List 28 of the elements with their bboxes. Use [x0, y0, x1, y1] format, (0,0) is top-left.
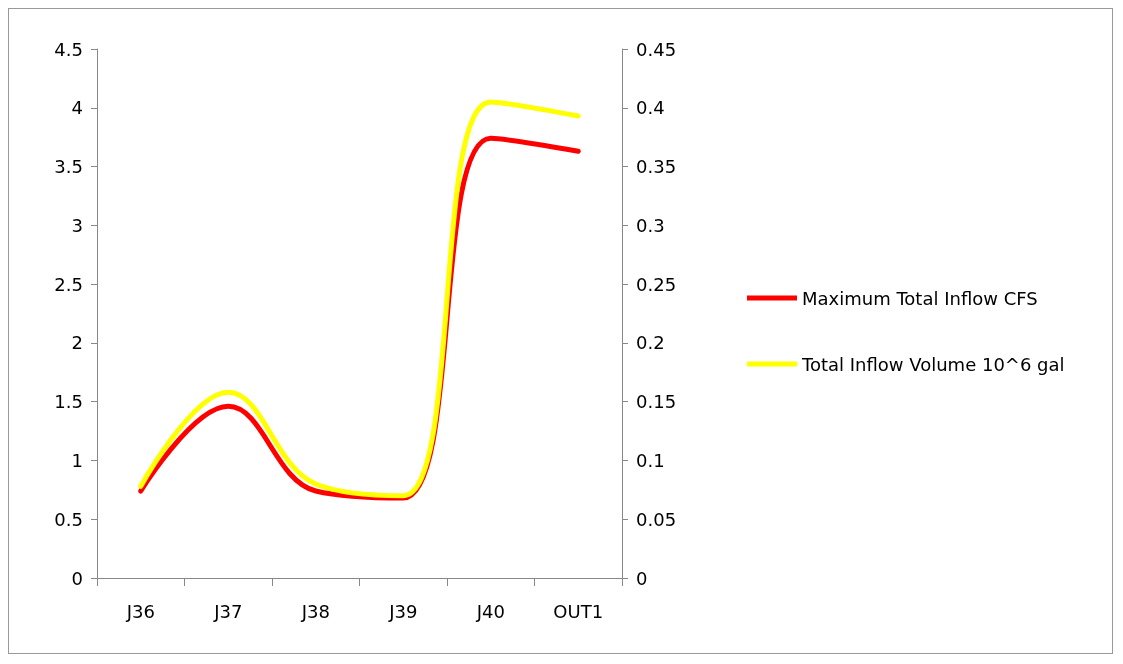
- y2-tick-label: 0.3: [636, 214, 665, 236]
- y-tick-label: 3: [71, 214, 83, 236]
- y2-tick-label: 0.4: [636, 97, 665, 119]
- x-tick-label: J40: [475, 600, 505, 622]
- legend-label: Total Inflow Volume 10^6 gal: [801, 353, 1065, 375]
- x-tick-label: OUT1: [553, 600, 604, 622]
- y2-tick-label: 0: [636, 567, 648, 589]
- y2-tick-label: 0.05: [636, 508, 677, 530]
- y-tick-label: 4.5: [54, 38, 83, 60]
- y2-tick-label: 0.25: [636, 273, 677, 295]
- y2-tick-label: 0.1: [636, 449, 665, 471]
- x-tick-label: J36: [125, 600, 155, 622]
- x-tick-label: J37: [213, 600, 243, 622]
- y-tick-label: 0.5: [54, 508, 83, 530]
- y-tick-label: 2.5: [54, 273, 83, 295]
- x-tick-label: J38: [300, 600, 330, 622]
- y-tick-label: 1: [71, 449, 83, 471]
- y-tick-label: 4: [71, 97, 83, 119]
- y2-tick-label: 0.35: [636, 156, 677, 178]
- y2-tick-label: 0.45: [636, 38, 677, 60]
- y2-tick-label: 0.15: [636, 391, 677, 413]
- y-tick-label: 1.5: [54, 391, 83, 413]
- x-tick-label: J39: [388, 600, 418, 622]
- y2-tick-label: 0.2: [636, 332, 665, 354]
- y-tick-label: 2: [71, 332, 83, 354]
- legend-label: Maximum Total Inflow CFS: [802, 287, 1038, 309]
- y-tick-label: 3.5: [54, 156, 83, 178]
- y-tick-label: 0: [71, 567, 83, 589]
